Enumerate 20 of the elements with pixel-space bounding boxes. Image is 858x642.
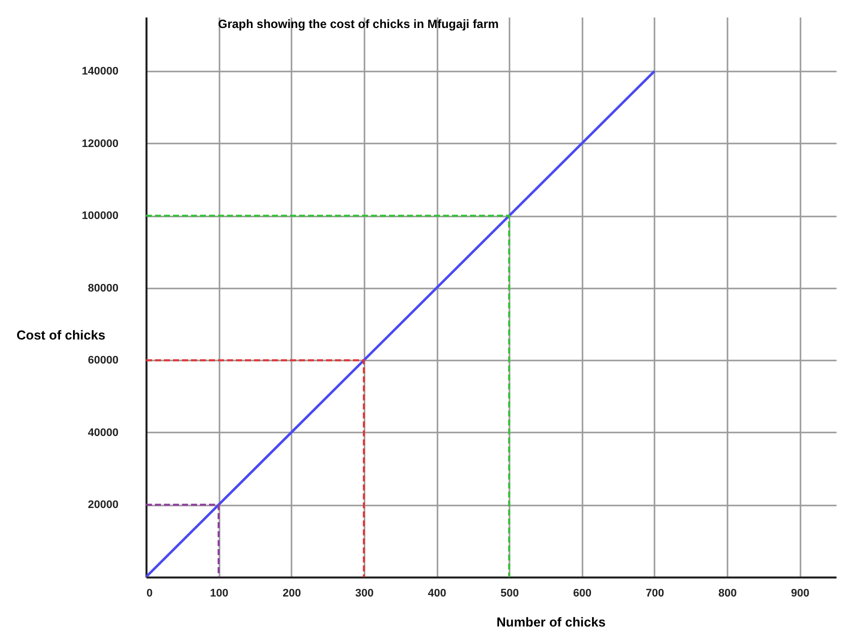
y-tick-label: 80000 <box>88 282 118 294</box>
x-tick-label: 500 <box>500 588 519 600</box>
x-tick-label: 600 <box>573 588 592 600</box>
y-tick-label: 120000 <box>82 138 118 150</box>
y-tick-label: 20000 <box>88 499 118 512</box>
y-axis-title: Cost of chicks <box>16 328 106 342</box>
x-tick-label: 800 <box>718 588 737 600</box>
x-tick-label: 200 <box>282 588 301 600</box>
x-tick-label: 0 <box>146 588 153 600</box>
y-tick-label: 140000 <box>82 66 118 78</box>
y-tick-label: 60000 <box>88 354 118 367</box>
x-tick-label: 900 <box>791 588 810 600</box>
x-tick-label: 700 <box>646 588 664 600</box>
x-axis-title: Number of chicks <box>496 614 606 630</box>
y-tick-label: 40000 <box>88 426 118 439</box>
x-tick-label: 300 <box>355 588 374 600</box>
chart-title: Graph showing the cost of chicks in Mfugaji farm <box>218 17 499 31</box>
y-tick-label: 100000 <box>82 210 118 222</box>
x-tick-label: 100 <box>210 588 228 600</box>
x-tick-label: 400 <box>428 588 446 600</box>
